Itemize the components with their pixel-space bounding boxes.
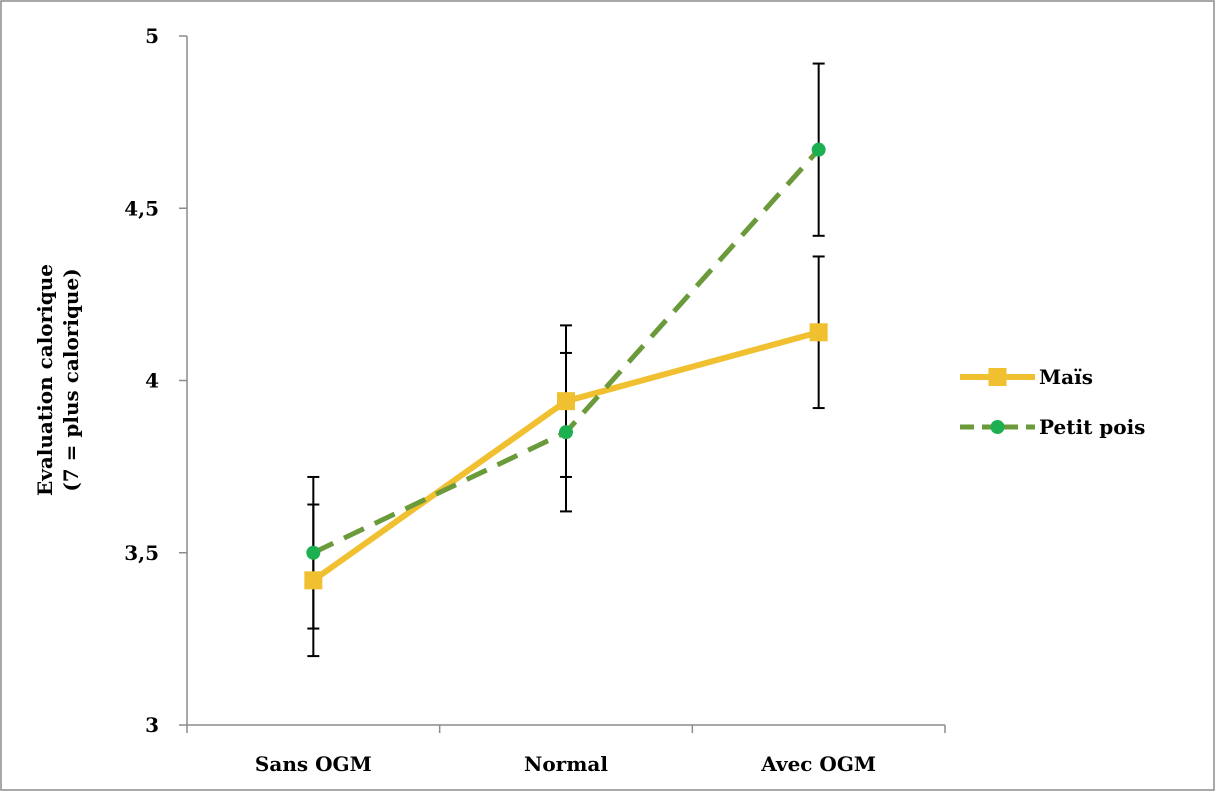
x-tick-label: Sans OGM xyxy=(255,752,372,776)
data-point-mais xyxy=(304,571,323,590)
legend-item-mais: Maïs xyxy=(960,365,1093,389)
data-point-mais xyxy=(557,392,575,411)
data-point-petit-pois xyxy=(811,142,826,157)
legend-swatch-marker-petit-pois xyxy=(990,420,1005,434)
legend-item-petit-pois: Petit pois xyxy=(960,415,1145,439)
data-point-mais xyxy=(809,323,828,342)
y-axis-ticks: 3 3,5 4 4,5 5 xyxy=(124,24,187,737)
y-tick-label: 4,5 xyxy=(124,196,159,220)
y-axis-title-line-2: (7 = plus calorique) xyxy=(59,268,83,491)
legend-label-mais: Maïs xyxy=(1039,365,1093,389)
y-tick-label: 3 xyxy=(145,713,159,737)
legend: Maïs Petit pois xyxy=(960,365,1145,439)
legend-swatch-marker-mais xyxy=(988,368,1007,386)
y-tick-label: 5 xyxy=(145,24,159,48)
data-point-petit-pois xyxy=(559,425,573,440)
y-tick-label: 3,5 xyxy=(124,541,159,565)
y-tick-label: 4 xyxy=(145,369,159,393)
data-point-petit-pois xyxy=(306,545,321,560)
x-axis-ticks: Sans OGM Normal Avec OGM xyxy=(186,725,946,776)
series-layer xyxy=(304,62,828,658)
y-axis-title-line-1: Evaluation calorique xyxy=(33,264,57,496)
x-tick-label: Avec OGM xyxy=(760,752,876,776)
x-tick-label: Normal xyxy=(524,752,608,776)
legend-label-petit-pois: Petit pois xyxy=(1039,415,1145,439)
